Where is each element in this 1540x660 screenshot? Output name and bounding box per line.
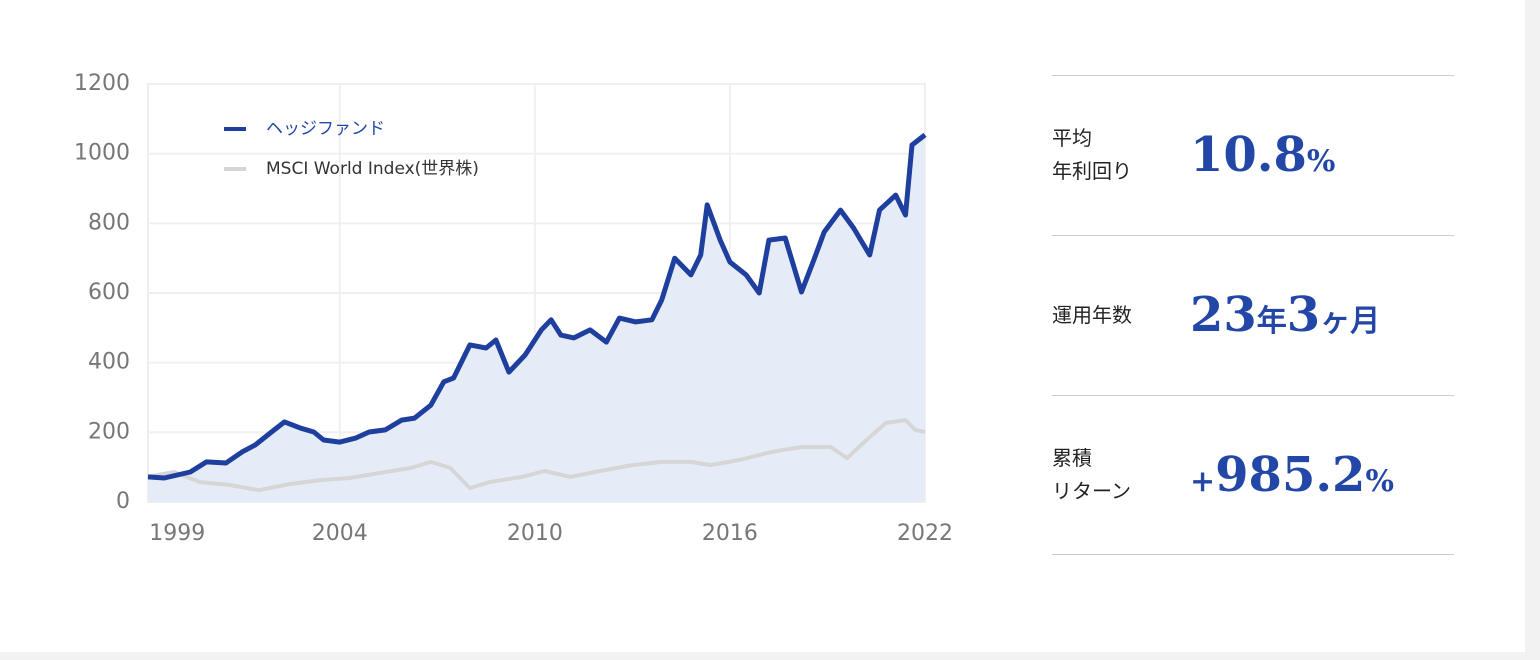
stat-value-part: ヶ	[1320, 304, 1351, 339]
x-tick-label: 1999	[149, 521, 205, 546]
stat-value: 23年3ヶ月	[1190, 287, 1380, 343]
x-tick-label: 2016	[702, 521, 758, 546]
chart: 0 200 400 600 800 1000 1200 1999 2004 2010 2016 202…	[74, 71, 953, 546]
area-fill	[148, 134, 925, 502]
y-tick-label: 0	[116, 489, 130, 514]
stat-row: 累積 リターン +985.2%	[1052, 395, 1454, 555]
line	[147, 418, 926, 493]
y-tick-label: 1200	[74, 71, 130, 96]
stat-value-part: 月	[1350, 304, 1381, 339]
y-tick-label: 400	[88, 350, 130, 375]
y-tick-label: 1000	[74, 141, 130, 166]
stat-label-line: 運用年数	[1052, 302, 1132, 327]
stat-value: 10.8%	[1190, 127, 1335, 183]
stat-label: 累積 リターン	[1052, 442, 1190, 508]
y-tick-label: 800	[88, 210, 130, 235]
scrollbar-track	[1525, 0, 1540, 660]
stat-label-line: リターン	[1052, 479, 1131, 503]
stat-value-part: 23	[1190, 287, 1257, 343]
stat-value-part: 985.2	[1215, 447, 1366, 503]
stat-row: 運用年数 23年3ヶ月	[1052, 235, 1454, 394]
stat-label-line: 累積	[1052, 446, 1092, 470]
y-tick-label: 200	[88, 419, 130, 444]
legend-label: MSCI World Index(世界株)	[266, 159, 479, 179]
stat-label: 運用年数	[1052, 299, 1190, 332]
stat-value: +985.2%	[1190, 447, 1394, 503]
stat-value-part: 10.8	[1190, 127, 1307, 183]
stat-label: 平均 年利回り	[1052, 122, 1190, 188]
y-tick-label: 600	[88, 280, 130, 305]
stat-value-part: %	[1365, 464, 1394, 499]
x-tick-label: 2010	[507, 521, 563, 546]
line	[147, 132, 927, 481]
stat-row: 平均 年利回り 10.8%	[1052, 75, 1454, 234]
stat-label-line: 年利回り	[1052, 159, 1132, 183]
stat-value-part: %	[1306, 144, 1336, 179]
stat-value-part: +	[1190, 464, 1216, 499]
x-tick-label: 2004	[312, 521, 368, 546]
stat-value-part: 年	[1256, 304, 1287, 339]
bottom-band	[0, 652, 1540, 660]
legend-label: ヘッジファンド	[266, 119, 385, 139]
stat-label-line: 平均	[1052, 126, 1092, 150]
x-tick-label: 2022	[897, 521, 953, 546]
stat-value-part: 3	[1286, 287, 1321, 343]
